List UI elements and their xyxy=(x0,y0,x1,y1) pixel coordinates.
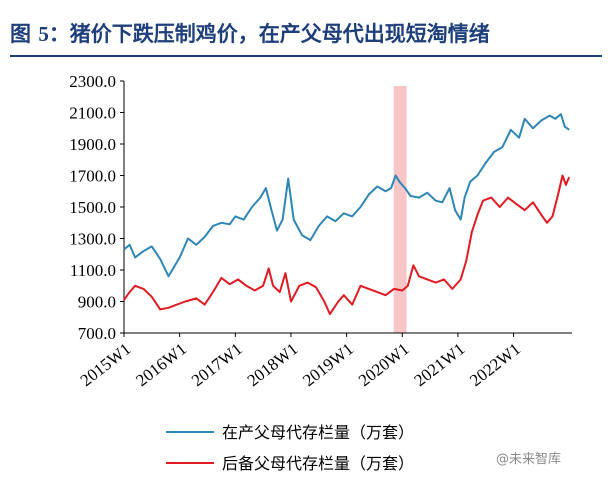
y-tick-label: 1700.0 xyxy=(69,167,116,186)
y-tick-label: 1100.0 xyxy=(70,261,116,280)
x-tick-label: 2020W1 xyxy=(355,339,413,390)
y-tick-label: 700.0 xyxy=(78,324,116,343)
highlight-band xyxy=(393,86,407,333)
x-tick-label: 2017W1 xyxy=(188,339,246,390)
series-line-1 xyxy=(123,113,570,278)
series-layer xyxy=(123,113,571,316)
highlight-band-layer xyxy=(393,86,407,333)
y-tick-label: 900.0 xyxy=(78,293,116,312)
legend-label-1: 在产父母代存栏量（万套） xyxy=(222,423,414,442)
legend-label-2: 后备父母代存栏量（万套） xyxy=(222,454,414,473)
title-rule xyxy=(10,55,602,57)
x-tick-label: 2021W1 xyxy=(411,339,469,390)
x-tick-label: 2019W1 xyxy=(299,339,357,390)
legend: 在产父母代存栏量（万套） 后备父母代存栏量（万套） xyxy=(166,423,414,473)
x-tick-label: 2015W1 xyxy=(77,339,135,390)
y-tick-label: 2300.0 xyxy=(69,72,116,91)
watermark-text: @未来智库 xyxy=(496,452,562,467)
y-tick-label: 1900.0 xyxy=(69,135,116,154)
y-tick-label: 1500.0 xyxy=(69,198,116,217)
axes: 2300.0 2100.0 1900.0 1700.0 1500.0 1300.0 1100… xyxy=(69,72,572,390)
y-tick-label: 1300.0 xyxy=(69,230,116,249)
chart-title: 图 5：猪价下跌压制鸡价，在产父母代出现短淘情绪 xyxy=(10,22,490,46)
x-tick-label: 2022W1 xyxy=(466,339,524,390)
x-tick-label: 2018W1 xyxy=(244,339,302,390)
series-line-2 xyxy=(123,174,571,316)
x-tick-label: 2016W1 xyxy=(132,339,190,390)
y-tick-label: 2100.0 xyxy=(69,104,116,123)
